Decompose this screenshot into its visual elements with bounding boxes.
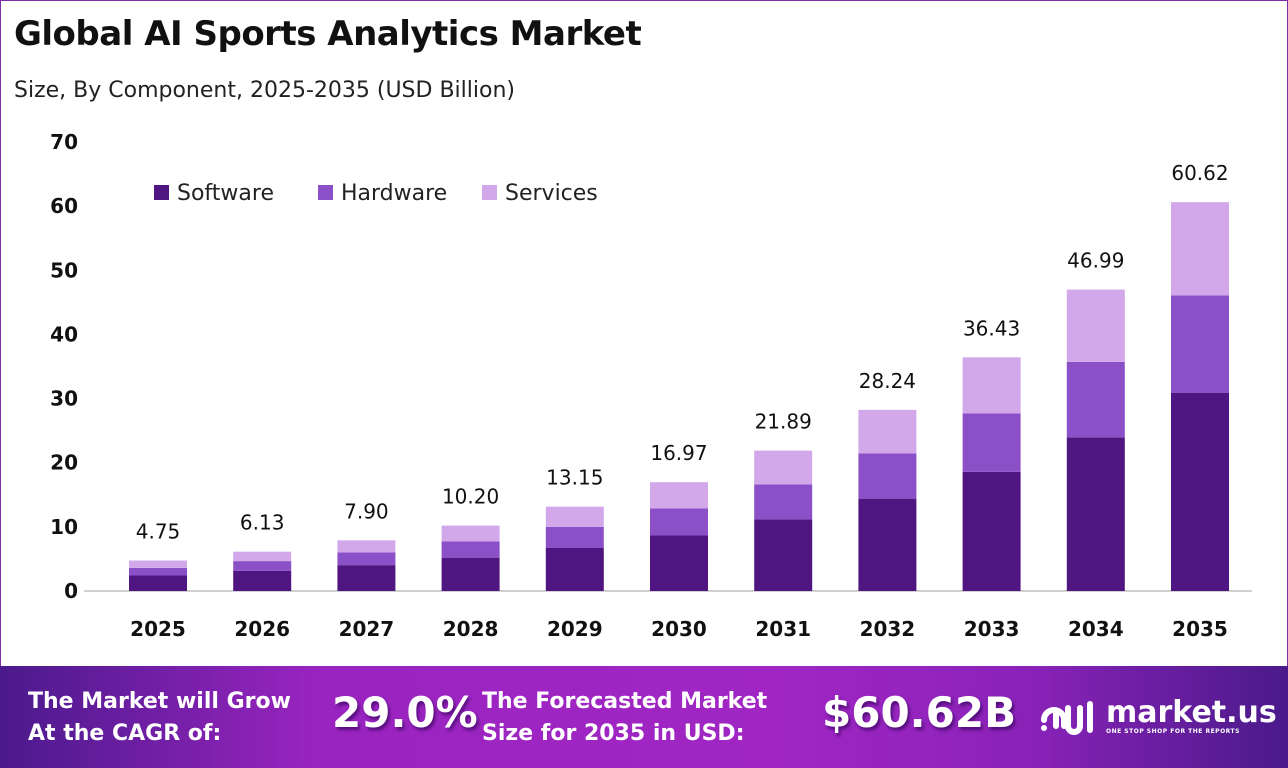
bar-segment-services: [129, 560, 187, 568]
legend-swatch-hardware: [318, 185, 333, 200]
total-data-label: 10.20: [442, 485, 499, 509]
x-tick-label: 2032: [860, 617, 916, 641]
y-tick-label: 70: [50, 130, 78, 154]
y-tick-label: 10: [50, 515, 78, 539]
bar-segment-hardware: [650, 508, 708, 536]
cagr-label-line1: The Market will Grow: [28, 689, 291, 714]
x-tick-label: 2028: [443, 617, 499, 641]
bar-segment-software: [650, 535, 708, 591]
bar-segment-services: [650, 482, 708, 509]
x-tick-label: 2033: [964, 617, 1020, 641]
bar-segment-hardware: [233, 561, 292, 571]
total-data-label: 4.75: [136, 520, 181, 544]
y-tick-label: 50: [50, 258, 78, 282]
x-tick-label: 2025: [130, 617, 186, 641]
cagr-value: 29.0%: [332, 688, 478, 737]
forecast-label-line2: Size for 2035 in USD:: [482, 721, 745, 746]
logo-tagline: ONE STOP SHOP FOR THE REPORTS: [1106, 727, 1240, 735]
total-data-label: 28.24: [859, 369, 916, 393]
cagr-label-line2: At the CAGR of:: [28, 721, 222, 746]
bar-segment-services: [962, 357, 1021, 414]
bar-segment-services: [1066, 289, 1125, 362]
bar-segment-hardware: [1171, 295, 1229, 393]
bar-segment-software: [129, 575, 187, 591]
bar-segment-software: [545, 547, 604, 591]
summary-banner: The Market will Grow At the CAGR of: 29.…: [0, 666, 1288, 768]
bar-segment-software: [233, 570, 292, 591]
bar-segment-services: [1171, 202, 1229, 296]
total-data-label: 21.89: [755, 410, 812, 434]
stacked-bar-chart: 0102030405060704.7520256.1320267.9020271…: [50, 130, 1252, 641]
bar-segment-hardware: [129, 567, 187, 576]
forecast-value: $60.62B: [822, 688, 1017, 737]
total-data-label: 16.97: [650, 441, 707, 465]
y-tick-label: 40: [50, 322, 78, 346]
bar-segment-services: [858, 409, 917, 454]
x-tick-label: 2035: [1172, 617, 1228, 641]
bar-segment-hardware: [337, 552, 396, 566]
bar-segment-software: [754, 519, 813, 591]
total-data-label: 46.99: [1067, 249, 1124, 273]
bar-segment-hardware: [441, 541, 500, 558]
x-tick-label: 2034: [1068, 617, 1124, 641]
legend-label-software: Software: [177, 181, 274, 206]
bar-segment-software: [1171, 392, 1229, 591]
bar-segment-services: [754, 450, 813, 485]
total-data-label: 6.13: [240, 511, 285, 535]
bar-segment-software: [441, 557, 500, 591]
bar-segment-software: [962, 471, 1021, 591]
chart-title: Global AI Sports Analytics Market: [14, 14, 642, 54]
bar-segment-hardware: [962, 413, 1021, 472]
bar-segment-software: [337, 565, 396, 591]
x-tick-label: 2030: [651, 617, 707, 641]
market-us-logo-icon: [1041, 701, 1093, 735]
legend-swatch-software: [154, 185, 169, 200]
legend-label-hardware: Hardware: [341, 181, 447, 206]
forecast-label-line1: The Forecasted Market: [482, 689, 768, 714]
bar-segment-services: [337, 540, 396, 553]
bar-segment-software: [1066, 437, 1125, 591]
legend-label-services: Services: [505, 181, 598, 206]
bar-segment-services: [441, 525, 500, 542]
x-tick-label: 2029: [547, 617, 603, 641]
y-tick-label: 30: [50, 387, 78, 411]
bar-segment-software: [858, 498, 917, 591]
x-tick-label: 2031: [755, 617, 811, 641]
x-tick-label: 2026: [234, 617, 290, 641]
total-data-label: 60.62: [1171, 161, 1228, 185]
forecast-label: The Forecasted Market Size for 2035 in U…: [482, 686, 767, 750]
bar-segment-hardware: [545, 526, 604, 548]
total-data-label: 7.90: [344, 499, 389, 523]
market-us-logo: market.us ONE STOP SHOP FOR THE REPORTS: [1038, 694, 1277, 738]
x-tick-label: 2027: [339, 617, 395, 641]
bar-segment-services: [233, 551, 292, 562]
total-data-label: 13.15: [546, 466, 603, 490]
bar-segment-hardware: [754, 484, 813, 520]
y-tick-label: 60: [50, 194, 78, 218]
bar-segment-hardware: [858, 453, 917, 499]
y-tick-label: 20: [50, 451, 78, 475]
y-tick-label: 0: [64, 579, 78, 603]
bar-segment-services: [545, 506, 604, 527]
logo-text: market.us: [1106, 694, 1277, 730]
bar-segment-hardware: [1066, 361, 1125, 438]
cagr-label: The Market will Grow At the CAGR of:: [28, 686, 291, 750]
legend-swatch-services: [482, 185, 497, 200]
chart-subtitle: Size, By Component, 2025-2035 (USD Billi…: [14, 78, 515, 103]
total-data-label: 36.43: [963, 316, 1020, 340]
